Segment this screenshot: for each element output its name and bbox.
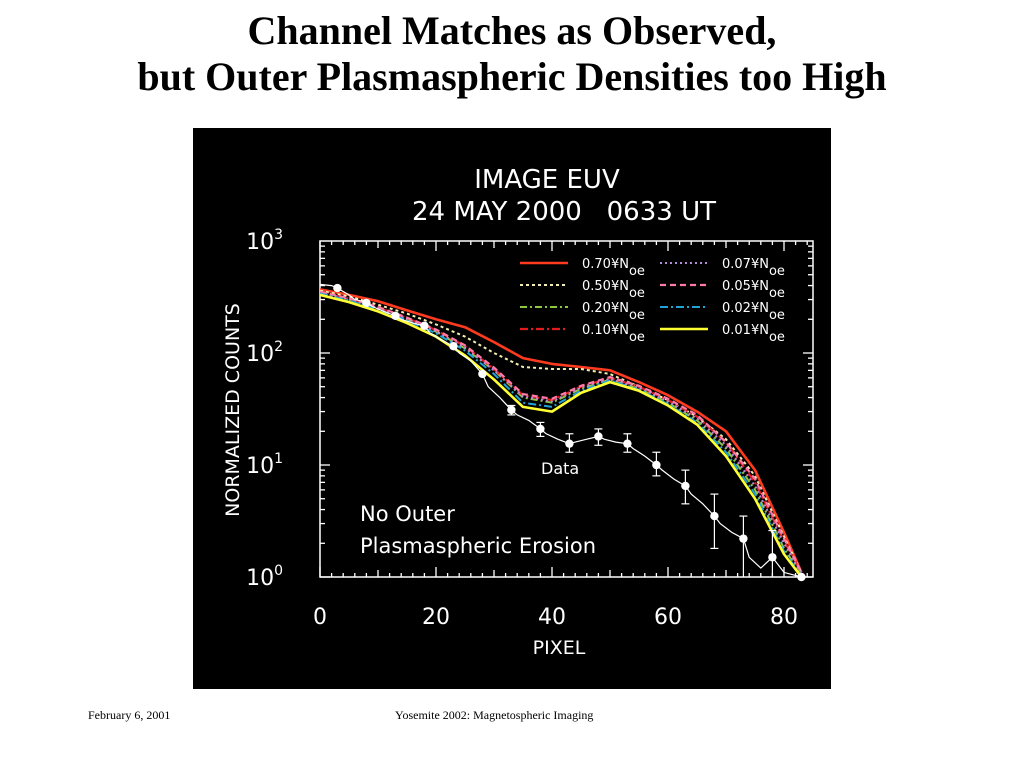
data-point bbox=[420, 321, 429, 330]
x-tick-label: 20 bbox=[422, 605, 450, 630]
legend-value: 0.10¥N bbox=[582, 323, 629, 338]
series-line-0.05 bbox=[320, 290, 803, 573]
data-point bbox=[768, 553, 777, 562]
legend-subscript: oe bbox=[629, 330, 645, 345]
x-tick-label: 40 bbox=[538, 605, 566, 630]
annotation-line-1: No Outer bbox=[360, 502, 455, 526]
data-point bbox=[681, 481, 690, 491]
chart-subtitle: 24 MAY 2000 0633 UT bbox=[412, 197, 716, 227]
data-point bbox=[507, 405, 516, 415]
legend-label-0.07: 0.07¥Noe bbox=[722, 257, 785, 279]
x-axis-label: PIXEL bbox=[533, 637, 586, 659]
annotation-line-2: Plasmaspheric Erosion bbox=[360, 534, 596, 558]
slide-title: Channel Matches as Observed, but Outer P… bbox=[0, 8, 1024, 100]
legend: 0.70¥Noe0.50¥Noe0.20¥Noe0.10¥Noe0.07¥Noe… bbox=[520, 257, 785, 345]
data-point bbox=[333, 283, 342, 293]
legend-label-0.05: 0.05¥Noe bbox=[722, 279, 785, 301]
legend-value: 0.01¥N bbox=[722, 323, 769, 338]
series-line-0.02 bbox=[320, 292, 803, 577]
y-tick-label: 102 bbox=[246, 339, 283, 367]
chart-svg: IMAGE EUV 24 MAY 2000 0633 UT NORMALIZED… bbox=[222, 165, 814, 659]
chart-title: IMAGE EUV bbox=[474, 165, 620, 195]
legend-value: 0.70¥N bbox=[582, 257, 629, 272]
legend-value: 0.02¥N bbox=[722, 301, 769, 316]
x-tick-label: 80 bbox=[770, 605, 798, 630]
legend-value: 0.07¥N bbox=[722, 257, 769, 272]
slide-title-line-1: Channel Matches as Observed, bbox=[247, 8, 777, 53]
data-point bbox=[536, 424, 545, 434]
legend-subscript: oe bbox=[769, 330, 785, 345]
y-tick-label-base: 10 bbox=[246, 566, 274, 591]
chart-figure: IMAGE EUV 24 MAY 2000 0633 UT NORMALIZED… bbox=[193, 128, 831, 689]
legend-subscript: oe bbox=[629, 264, 645, 279]
y-tick-label-base: 10 bbox=[246, 454, 274, 479]
data-point bbox=[478, 369, 487, 379]
slide-title-line-2: but Outer Plasmaspheric Densities too Hi… bbox=[137, 54, 887, 99]
legend-subscript: oe bbox=[769, 308, 785, 323]
data-label: Data bbox=[541, 459, 579, 478]
y-tick-label-exponent: 1 bbox=[274, 451, 283, 467]
legend-subscript: oe bbox=[769, 286, 785, 301]
footer-date: February 6, 2001 bbox=[88, 708, 171, 722]
footer-center-text: Yosemite 2002: Magnetospheric Imaging bbox=[395, 708, 594, 722]
data-point bbox=[362, 298, 371, 308]
legend-subscript: oe bbox=[629, 308, 645, 323]
data-point bbox=[594, 432, 603, 441]
series-line-0.07 bbox=[320, 291, 803, 574]
data-point bbox=[739, 534, 748, 543]
series-line-0.01 bbox=[320, 293, 803, 578]
y-axis-label: NORMALIZED COUNTS bbox=[222, 303, 244, 517]
data-point bbox=[710, 511, 719, 521]
y-tick-label-exponent: 0 bbox=[274, 563, 283, 579]
series-line-0.50 bbox=[320, 289, 803, 573]
y-tick-label: 100 bbox=[246, 563, 283, 591]
y-tick-label: 103 bbox=[246, 227, 283, 255]
y-tick-label: 101 bbox=[246, 451, 283, 479]
legend-value: 0.20¥N bbox=[582, 301, 629, 316]
legend-label-0.20: 0.20¥Noe bbox=[582, 301, 645, 323]
legend-value: 0.05¥N bbox=[722, 279, 769, 294]
legend-subscript: oe bbox=[769, 264, 785, 279]
legend-value: 0.50¥N bbox=[582, 279, 629, 294]
legend-label-0.01: 0.01¥Noe bbox=[722, 323, 785, 345]
data-point bbox=[652, 460, 661, 470]
legend-label-0.70: 0.70¥Noe bbox=[582, 257, 645, 279]
y-tick-label-exponent: 3 bbox=[274, 227, 283, 243]
data-point bbox=[623, 439, 632, 448]
legend-label-0.50: 0.50¥Noe bbox=[582, 279, 645, 301]
data-point bbox=[391, 311, 400, 320]
legend-subscript: oe bbox=[629, 286, 645, 301]
legend-label-0.02: 0.02¥Noe bbox=[722, 301, 785, 323]
data-point bbox=[449, 342, 458, 351]
data-point bbox=[565, 439, 574, 448]
x-tick-label: 60 bbox=[654, 605, 682, 630]
y-tick-label-base: 10 bbox=[246, 342, 274, 367]
legend-label-0.10: 0.10¥Noe bbox=[582, 323, 645, 345]
y-tick-label-exponent: 2 bbox=[274, 339, 283, 355]
y-tick-label-base: 10 bbox=[246, 230, 274, 255]
data-point bbox=[797, 572, 806, 582]
x-tick-label: 0 bbox=[313, 605, 327, 630]
series-line-0.70 bbox=[320, 288, 803, 573]
plot-frame bbox=[319, 240, 814, 578]
